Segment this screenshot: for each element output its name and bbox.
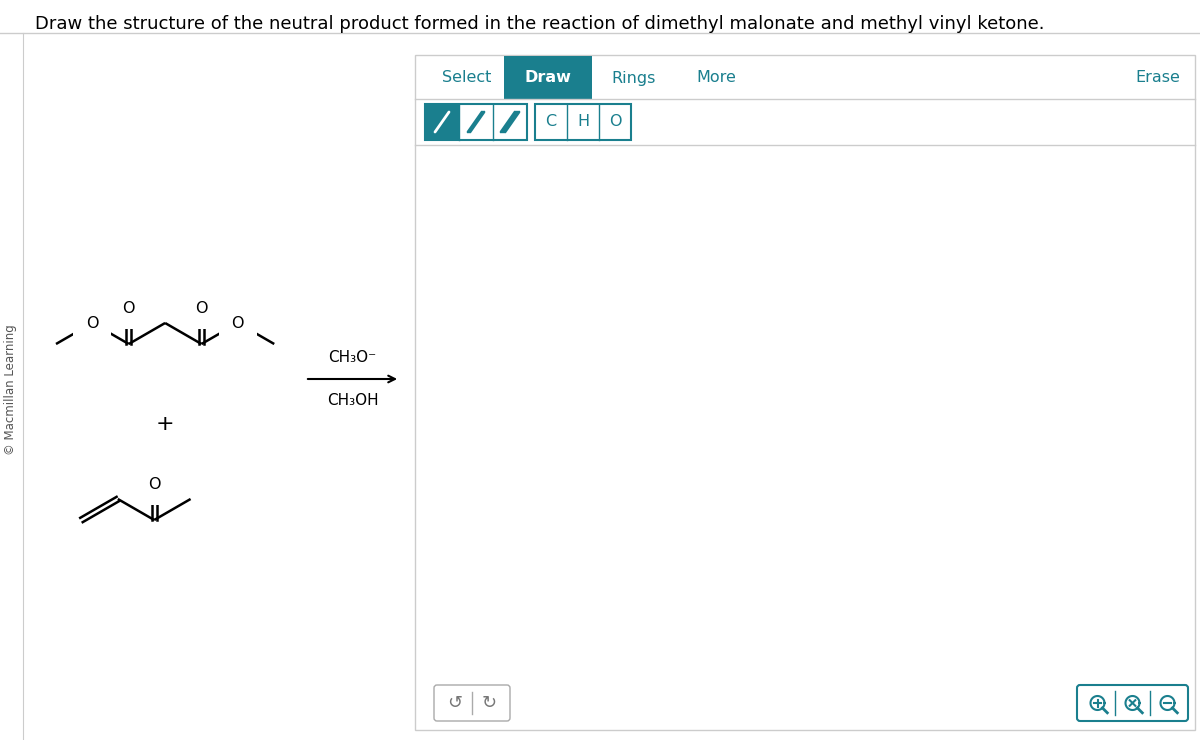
Text: Erase: Erase (1135, 70, 1181, 86)
FancyBboxPatch shape (415, 55, 1195, 730)
Text: O: O (232, 315, 244, 331)
Text: O: O (122, 300, 134, 316)
FancyBboxPatch shape (1078, 685, 1188, 721)
Text: O: O (608, 115, 622, 130)
Text: More: More (696, 70, 736, 86)
Text: O: O (196, 300, 208, 316)
Text: Draw: Draw (524, 70, 571, 86)
Text: Draw the structure of the neutral product formed in the reaction of dimethyl mal: Draw the structure of the neutral produc… (35, 15, 1044, 33)
FancyBboxPatch shape (425, 104, 458, 140)
Text: © Macmillan Learning: © Macmillan Learning (5, 325, 18, 455)
Text: H: H (577, 115, 589, 130)
Text: CH₃OH: CH₃OH (326, 393, 378, 408)
Text: Select: Select (443, 70, 492, 86)
Text: CH₃O⁻: CH₃O⁻ (329, 350, 377, 365)
Text: O: O (148, 477, 161, 492)
Text: Rings: Rings (612, 70, 656, 86)
Text: ↺: ↺ (446, 694, 462, 712)
Text: C: C (546, 115, 557, 130)
Text: +: + (156, 414, 174, 434)
FancyBboxPatch shape (504, 56, 592, 99)
FancyBboxPatch shape (535, 104, 631, 140)
FancyBboxPatch shape (425, 104, 527, 140)
FancyBboxPatch shape (434, 685, 510, 721)
Text: O: O (86, 315, 98, 331)
Text: ↻: ↻ (482, 694, 497, 712)
